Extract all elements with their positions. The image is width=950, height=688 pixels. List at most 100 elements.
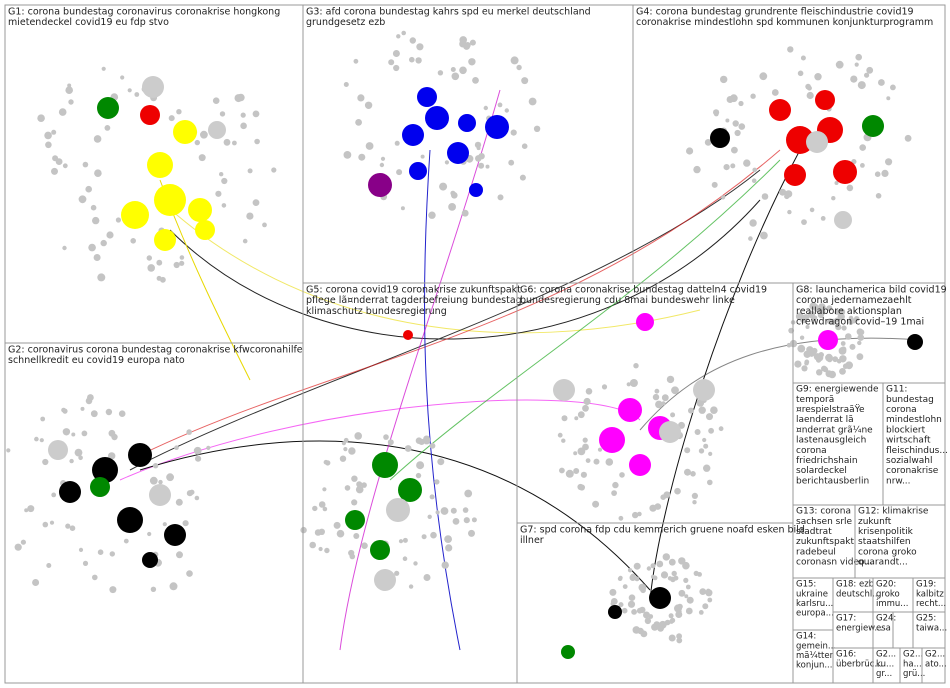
node xyxy=(51,129,57,135)
node xyxy=(848,319,854,325)
node xyxy=(46,563,52,568)
node xyxy=(168,115,175,122)
node xyxy=(708,427,714,434)
node xyxy=(640,630,648,638)
node xyxy=(174,445,179,451)
node xyxy=(656,560,664,568)
node xyxy=(355,119,362,126)
node xyxy=(621,607,628,614)
node xyxy=(592,500,600,508)
node xyxy=(193,446,202,455)
node xyxy=(49,520,55,525)
group-label: zukunft xyxy=(858,517,892,527)
node xyxy=(93,254,101,261)
node xyxy=(730,163,736,169)
group-label: G4: corona bundestag grundrente fleischi… xyxy=(636,6,914,17)
node xyxy=(818,303,826,311)
node xyxy=(478,153,485,160)
group-label: temporã xyxy=(796,395,834,405)
node xyxy=(219,111,226,117)
group-label: gr... xyxy=(876,669,892,679)
group-label: zukunftspakt xyxy=(796,537,854,547)
node xyxy=(685,584,691,590)
node xyxy=(849,343,856,350)
node xyxy=(840,341,846,346)
node xyxy=(510,129,517,136)
node xyxy=(694,429,701,435)
node xyxy=(404,445,412,452)
node xyxy=(194,139,200,146)
node xyxy=(463,517,470,524)
node xyxy=(182,520,189,527)
node xyxy=(62,245,67,251)
node xyxy=(875,193,882,199)
node xyxy=(152,463,159,469)
group-label: grü... xyxy=(903,669,925,679)
node xyxy=(866,66,874,74)
node xyxy=(97,549,104,555)
node xyxy=(890,84,896,91)
node xyxy=(827,356,833,363)
node xyxy=(608,605,622,619)
node xyxy=(702,603,709,610)
node xyxy=(415,437,423,445)
group-label: G2... xyxy=(925,650,945,660)
node xyxy=(660,494,666,501)
node xyxy=(219,172,224,177)
node xyxy=(699,588,707,595)
node xyxy=(262,222,267,228)
node xyxy=(123,538,129,544)
node xyxy=(437,70,444,76)
node xyxy=(583,397,591,406)
node xyxy=(469,39,476,46)
node xyxy=(458,114,476,132)
edge xyxy=(159,199,701,334)
group-label: solardeckel xyxy=(796,466,847,476)
node xyxy=(841,325,847,331)
node xyxy=(845,333,852,340)
node xyxy=(750,93,756,99)
node xyxy=(652,393,660,401)
group-label: G19: xyxy=(916,580,936,590)
node xyxy=(878,79,885,86)
node xyxy=(97,273,106,282)
node xyxy=(374,569,396,591)
node xyxy=(93,135,102,143)
node xyxy=(686,147,694,155)
node xyxy=(787,209,792,215)
node xyxy=(644,617,652,625)
node xyxy=(208,121,226,139)
group-label: G15: xyxy=(796,580,816,590)
group-label: ¤respielstraãŸe xyxy=(796,404,865,415)
node xyxy=(42,521,49,528)
node xyxy=(609,588,617,596)
node xyxy=(448,203,456,211)
node xyxy=(597,447,603,452)
node xyxy=(402,124,424,146)
node xyxy=(440,507,449,515)
node xyxy=(828,370,836,379)
node xyxy=(109,586,117,594)
node xyxy=(154,229,176,251)
node xyxy=(521,77,529,85)
node xyxy=(751,178,757,183)
node xyxy=(761,193,769,200)
node xyxy=(601,384,608,390)
node xyxy=(246,212,254,220)
node xyxy=(652,575,658,581)
node xyxy=(858,329,865,336)
node xyxy=(223,138,231,146)
group-label: berichtausberlin xyxy=(796,476,869,486)
node xyxy=(676,637,683,644)
group-box xyxy=(921,647,946,684)
node xyxy=(175,498,183,506)
node xyxy=(743,159,751,167)
node xyxy=(147,152,173,178)
node xyxy=(361,482,367,488)
node xyxy=(698,406,706,414)
group-label: pflege lã¤nderrat tagderbefreiung bundes… xyxy=(306,295,522,306)
node xyxy=(393,64,400,72)
node xyxy=(664,619,671,626)
node xyxy=(51,492,57,498)
node xyxy=(173,120,197,144)
